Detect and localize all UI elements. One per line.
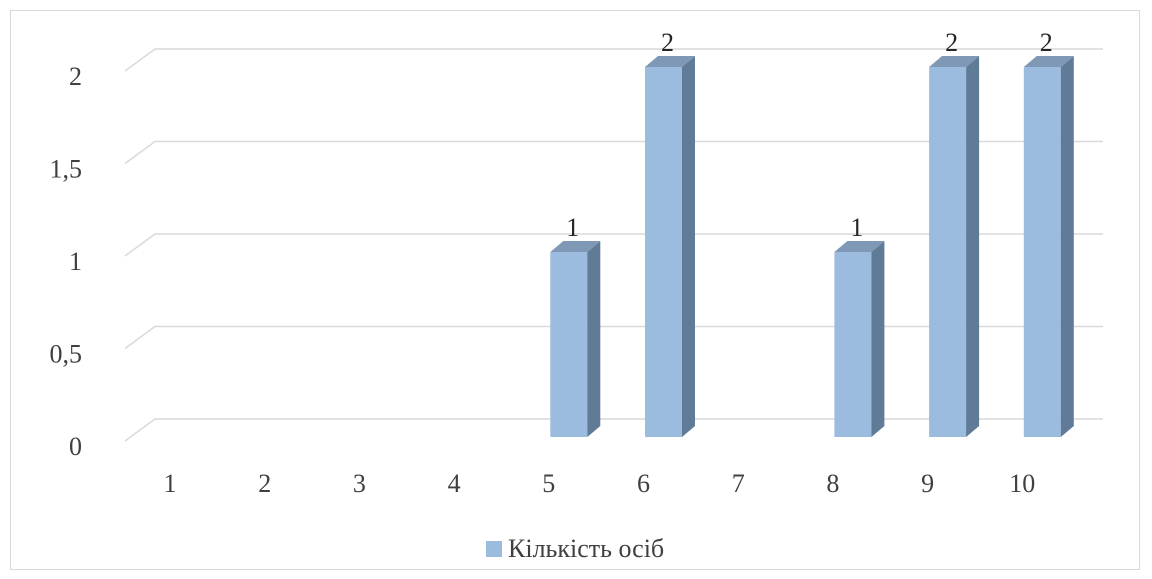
data-label: 2 bbox=[661, 28, 674, 57]
bar-front bbox=[1023, 67, 1061, 437]
x-axis: 1 2 3 4 5 6 7 8 9 10 bbox=[164, 469, 1036, 498]
bar bbox=[550, 241, 601, 437]
bar-front bbox=[929, 67, 967, 437]
x-tick-label: 3 bbox=[353, 469, 366, 498]
gridline bbox=[124, 418, 1103, 442]
bar bbox=[929, 56, 980, 437]
y-tick-label: 0 bbox=[69, 432, 82, 461]
bar-top bbox=[1023, 56, 1074, 67]
y-tick-label: 1 bbox=[69, 247, 82, 276]
bar-top bbox=[929, 56, 980, 67]
y-axis: 0 0,5 1 1,5 2 bbox=[50, 62, 83, 461]
data-label: 1 bbox=[566, 213, 579, 242]
bar bbox=[834, 241, 885, 437]
x-tick-label: 2 bbox=[258, 469, 271, 498]
bar-side bbox=[871, 241, 885, 437]
data-labels: 1 2 1 2 2 bbox=[566, 28, 1053, 242]
data-label: 1 bbox=[850, 213, 863, 242]
bar-top bbox=[834, 241, 885, 252]
bar-top bbox=[645, 56, 695, 67]
bar-side bbox=[682, 56, 695, 437]
gridline bbox=[124, 140, 1103, 165]
bar-side bbox=[1060, 56, 1074, 437]
bar-front bbox=[645, 67, 682, 437]
x-tick-label: 4 bbox=[448, 469, 461, 498]
x-tick-label: 9 bbox=[921, 469, 934, 498]
bar bbox=[645, 56, 695, 437]
legend-swatch bbox=[486, 541, 502, 557]
bar-side bbox=[587, 241, 601, 437]
gridlines bbox=[124, 48, 1103, 442]
gridline bbox=[124, 48, 1103, 72]
bar-side bbox=[966, 56, 980, 437]
x-tick-label: 7 bbox=[732, 469, 745, 498]
x-tick-label: 8 bbox=[826, 469, 839, 498]
legend-label: Кількість осіб bbox=[508, 534, 664, 563]
bar-front bbox=[550, 252, 588, 437]
bars bbox=[550, 56, 1074, 437]
legend: Кількість осіб bbox=[486, 534, 664, 563]
y-tick-label: 1,5 bbox=[50, 155, 83, 184]
y-tick-label: 0,5 bbox=[50, 340, 83, 369]
gridline bbox=[124, 325, 1103, 350]
bar-top bbox=[550, 241, 601, 252]
bar-front bbox=[834, 252, 872, 437]
data-label: 2 bbox=[1040, 28, 1053, 57]
x-tick-label: 10 bbox=[1009, 469, 1035, 498]
x-tick-label: 5 bbox=[542, 469, 555, 498]
y-tick-label: 2 bbox=[69, 62, 82, 91]
x-tick-label: 6 bbox=[637, 469, 650, 498]
data-label: 2 bbox=[945, 28, 958, 57]
bar bbox=[1023, 56, 1074, 437]
x-tick-label: 1 bbox=[164, 469, 177, 498]
gridline bbox=[124, 233, 1103, 257]
